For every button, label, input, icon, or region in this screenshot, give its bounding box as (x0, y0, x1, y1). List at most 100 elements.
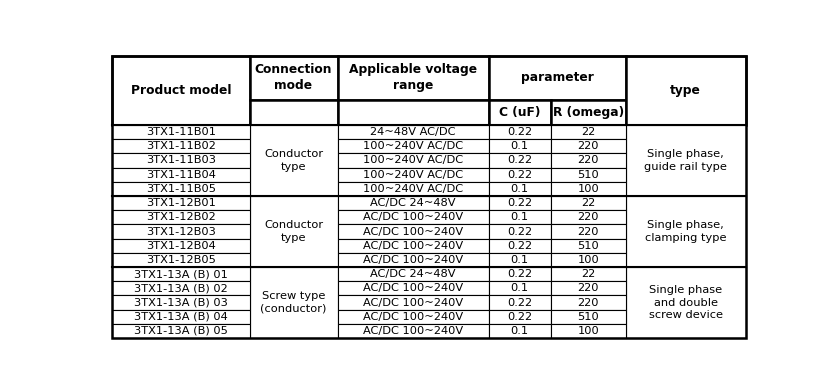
Bar (550, 224, 625, 239)
Text: 100: 100 (577, 326, 599, 336)
Bar (550, 139, 625, 153)
Text: 3TX1-12B04: 3TX1-12B04 (146, 241, 216, 251)
Bar (249, 99, 337, 125)
Bar (550, 99, 625, 125)
Bar (488, 99, 550, 125)
Text: 220: 220 (577, 298, 599, 308)
Text: 22: 22 (580, 198, 594, 208)
Bar (112, 281, 249, 296)
Text: 3TX1-13A (B) 04: 3TX1-13A (B) 04 (134, 312, 227, 322)
Bar (337, 310, 488, 324)
Text: 3TX1-12B01: 3TX1-12B01 (146, 198, 216, 208)
Text: 100~240V AC/DC: 100~240V AC/DC (363, 141, 462, 151)
Bar (112, 182, 249, 196)
Text: 100~240V AC/DC: 100~240V AC/DC (363, 170, 462, 180)
Bar (337, 253, 488, 267)
Text: 220: 220 (577, 227, 599, 236)
Text: 0.22: 0.22 (507, 298, 532, 308)
Text: 220: 220 (577, 212, 599, 222)
Text: 22: 22 (580, 269, 594, 279)
Bar (488, 56, 625, 99)
Bar (112, 139, 249, 153)
Bar (112, 224, 249, 239)
Text: 0.22: 0.22 (507, 269, 532, 279)
Bar (488, 210, 550, 224)
Bar (337, 153, 488, 168)
Bar (112, 239, 249, 253)
Bar (625, 196, 745, 267)
Text: 3TX1-13A (B) 01: 3TX1-13A (B) 01 (134, 269, 227, 279)
Bar (550, 281, 625, 296)
Bar (550, 253, 625, 267)
Bar (249, 267, 337, 338)
Text: 3TX1-13A (B) 02: 3TX1-13A (B) 02 (134, 284, 227, 293)
Bar (488, 168, 550, 182)
Bar (337, 56, 488, 99)
Text: 3TX1-11B01: 3TX1-11B01 (145, 127, 216, 137)
Bar (550, 168, 625, 182)
Text: 0.1: 0.1 (510, 284, 528, 293)
Text: 3TX1-11B04: 3TX1-11B04 (146, 170, 216, 180)
Text: 100: 100 (577, 255, 599, 265)
Text: 0.22: 0.22 (507, 127, 532, 137)
Bar (550, 296, 625, 310)
Text: 0.22: 0.22 (507, 170, 532, 180)
Text: 220: 220 (577, 141, 599, 151)
Text: 0.1: 0.1 (510, 141, 528, 151)
Bar (488, 310, 550, 324)
Bar (337, 324, 488, 338)
Text: Connection
mode: Connection mode (254, 63, 332, 92)
Bar (488, 196, 550, 210)
Bar (112, 310, 249, 324)
Bar (488, 253, 550, 267)
Bar (337, 239, 488, 253)
Text: AC/DC 24~48V: AC/DC 24~48V (370, 198, 456, 208)
Text: AC/DC 100~240V: AC/DC 100~240V (363, 298, 462, 308)
Bar (112, 196, 249, 210)
Bar (488, 281, 550, 296)
Text: Conductor
type: Conductor type (263, 220, 323, 243)
Text: 100~240V AC/DC: 100~240V AC/DC (363, 156, 462, 165)
Text: AC/DC 100~240V: AC/DC 100~240V (363, 212, 462, 222)
Bar (625, 267, 745, 338)
Text: 0.22: 0.22 (507, 312, 532, 322)
Text: 0.22: 0.22 (507, 227, 532, 236)
Bar (488, 139, 550, 153)
Bar (337, 210, 488, 224)
Bar (488, 267, 550, 281)
Text: 0.1: 0.1 (510, 255, 528, 265)
Bar (550, 196, 625, 210)
Bar (337, 125, 488, 139)
Text: 100: 100 (577, 184, 599, 194)
Bar (550, 239, 625, 253)
Bar (112, 168, 249, 182)
Bar (112, 296, 249, 310)
Bar (337, 196, 488, 210)
Text: 3TX1-13A (B) 05: 3TX1-13A (B) 05 (134, 326, 227, 336)
Text: AC/DC 100~240V: AC/DC 100~240V (363, 326, 462, 336)
Text: 3TX1-11B05: 3TX1-11B05 (145, 184, 216, 194)
Text: type: type (670, 84, 701, 97)
Text: AC/DC 100~240V: AC/DC 100~240V (363, 227, 462, 236)
Text: 0.1: 0.1 (510, 326, 528, 336)
Text: AC/DC 100~240V: AC/DC 100~240V (363, 255, 462, 265)
Bar (337, 281, 488, 296)
Bar (112, 324, 249, 338)
Text: 510: 510 (577, 241, 599, 251)
Bar (249, 196, 337, 267)
Text: 3TX1-11B02: 3TX1-11B02 (146, 141, 216, 151)
Bar (112, 253, 249, 267)
Bar (112, 125, 249, 139)
Text: 3TX1-12B05: 3TX1-12B05 (146, 255, 216, 265)
Text: 24~48V AC/DC: 24~48V AC/DC (370, 127, 456, 137)
Bar (337, 139, 488, 153)
Bar (488, 239, 550, 253)
Bar (488, 324, 550, 338)
Text: 220: 220 (577, 156, 599, 165)
Text: 0.22: 0.22 (507, 156, 532, 165)
Bar (337, 224, 488, 239)
Bar (625, 56, 745, 125)
Bar (337, 99, 488, 125)
Bar (550, 324, 625, 338)
Text: 22: 22 (580, 127, 594, 137)
